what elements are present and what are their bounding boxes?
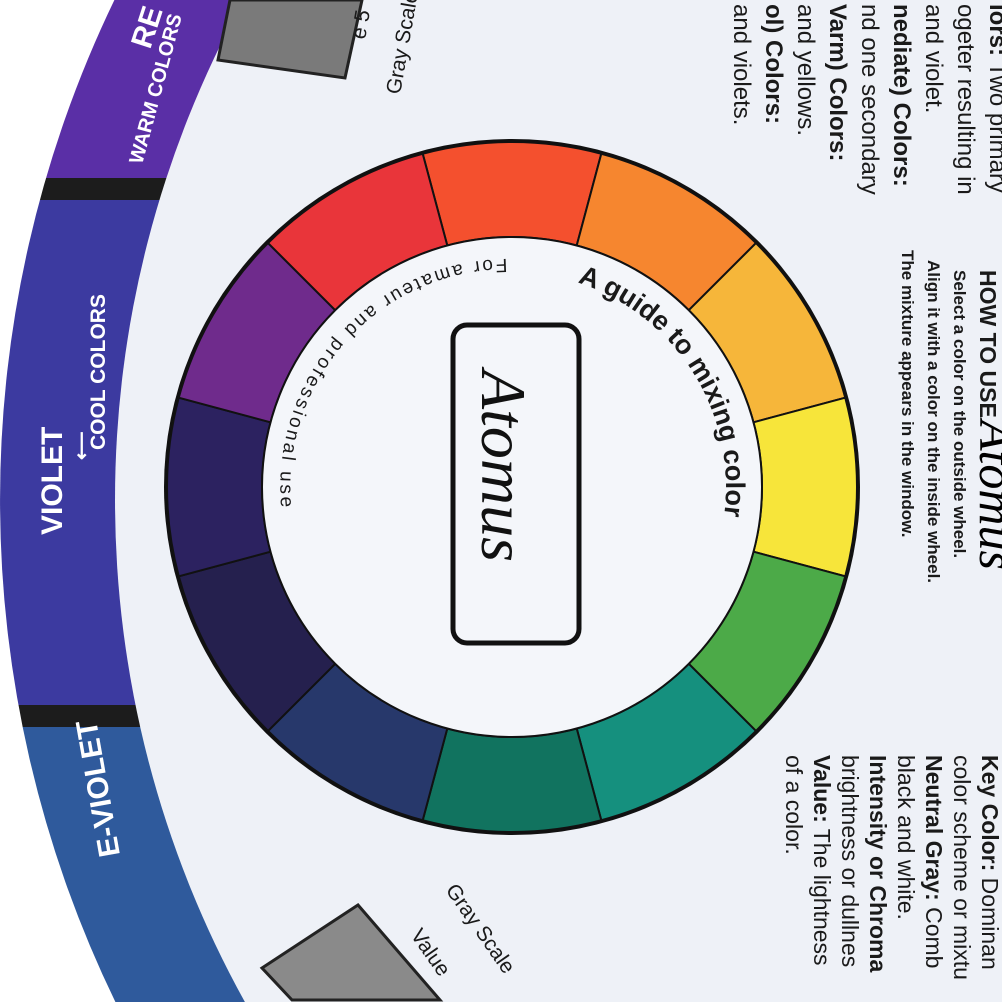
color-segment xyxy=(421,727,603,833)
definition-line: and violets. xyxy=(728,4,755,125)
definition-line: color scheme or mixtu xyxy=(949,755,975,980)
how-to-heading: HOW TO USE xyxy=(975,270,1001,418)
definition-line: Value: The lightness xyxy=(809,755,835,966)
gray-scale-swatch-bottom xyxy=(259,903,444,1002)
how-to-line: Align it with a color on the inside whee… xyxy=(924,260,943,583)
definition-line: brightness or dullnes xyxy=(837,755,863,967)
definition-line: black and white. xyxy=(893,755,919,920)
definition-line: of a color. xyxy=(781,755,807,855)
how-to-use: HOW TO USE Atomus Select a color on the … xyxy=(898,250,1002,583)
definition-line: Key Color: Dominan xyxy=(977,755,1002,970)
definition-line: nediate) Colors: xyxy=(888,4,915,187)
color-segment xyxy=(166,396,272,578)
how-to-brand: Atomus xyxy=(969,417,1002,570)
definition-line: and violet. xyxy=(920,4,947,113)
definition-line: Varm) Colors: xyxy=(824,4,851,161)
definition-line: Neutral Gray: Comb xyxy=(921,755,947,968)
definition-line: nd one secondary xyxy=(856,4,883,195)
definition-line: and yellows. xyxy=(792,4,819,136)
arrow-icon: ⟵ xyxy=(71,431,93,460)
brand-logo: Atomus xyxy=(468,366,539,562)
wheel-center xyxy=(261,236,763,738)
how-to-line: The mixture appears in the window. xyxy=(898,250,917,537)
color-segment xyxy=(752,396,858,578)
band-label-violet: VIOLET xyxy=(36,427,69,535)
definition-line: ol) Colors: xyxy=(760,4,787,124)
color-segments xyxy=(166,141,858,833)
gray-scale-swatch-top xyxy=(216,0,364,80)
band-label-cool: COOL COLORS xyxy=(87,294,110,450)
definition-line: lors: Two primary xyxy=(984,4,1002,193)
definition-line: ogeter resulting in xyxy=(952,4,979,195)
definition-line: Intensity or Chroma xyxy=(865,755,891,972)
brand-frame xyxy=(450,322,582,646)
color-segment xyxy=(421,141,603,247)
how-to-line: Select a color on the outside wheel. xyxy=(950,270,969,558)
gray-scale-value-top: e 5 xyxy=(347,8,375,41)
